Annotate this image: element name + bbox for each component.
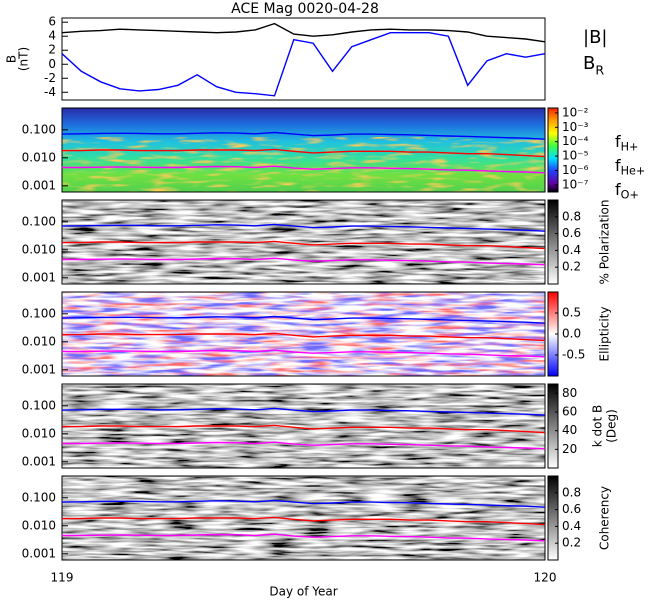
plot-frame xyxy=(61,17,546,101)
colorbar-tick-label: 10⁻⁵ xyxy=(562,149,589,163)
y-tick-label: 0 xyxy=(48,57,56,71)
y-tick-label: 0.001 xyxy=(22,270,56,284)
colorbar-label: (Deg) xyxy=(605,409,619,443)
y-tick-label: 0.001 xyxy=(22,546,56,560)
data-line xyxy=(62,424,546,434)
legend-entry: fH+ xyxy=(615,132,638,154)
y-tick-label: -4 xyxy=(44,85,56,99)
y-tick-label: -2 xyxy=(44,71,56,85)
data-line xyxy=(61,131,546,140)
x-tick-label: 119 xyxy=(51,571,74,585)
data-line xyxy=(61,407,546,416)
spectrogram-image xyxy=(62,137,545,192)
y-tick-label: 0.001 xyxy=(22,178,56,192)
data-line xyxy=(61,223,546,232)
colorbar xyxy=(547,475,559,561)
y-axis-label: (nT) xyxy=(17,47,31,71)
y-axis-label: B xyxy=(5,55,19,63)
y-tick-label: 0.010 xyxy=(22,334,56,348)
data-line xyxy=(62,148,546,158)
legend-entry: fO+ xyxy=(615,180,639,202)
data-line xyxy=(62,533,546,542)
colorbar-tick-label: 0.6 xyxy=(562,226,581,240)
data-line xyxy=(62,516,546,526)
y-tick-label: 0.010 xyxy=(22,426,56,440)
y-tick-label: 2 xyxy=(48,43,56,57)
colorbar xyxy=(547,107,559,193)
colorbar-label: k dot B xyxy=(591,405,605,447)
y-tick-label: 6 xyxy=(48,15,56,29)
colorbar-tick-label: 10⁻³ xyxy=(562,120,589,134)
y-tick-label: 0.001 xyxy=(22,454,56,468)
colorbar-tick-label: 10⁻⁴ xyxy=(562,134,589,148)
colorbar-label: Coherency xyxy=(598,486,612,550)
colorbar-tick-label: 0.8 xyxy=(562,485,581,499)
data-line xyxy=(61,32,546,97)
x-axis-label: Day of Year xyxy=(269,585,337,599)
colorbar-tick-label: 0.2 xyxy=(562,260,581,274)
y-tick-label: 0.100 xyxy=(22,490,56,504)
y-tick-label: 0.010 xyxy=(22,150,56,164)
colorbar-tick-label: 0.0 xyxy=(562,327,581,341)
colorbar-tick-label: 0.4 xyxy=(562,519,581,533)
colorbar-tick-label: 10⁻² xyxy=(562,105,589,119)
data-line xyxy=(61,22,546,43)
legend-entry: |B| xyxy=(583,27,607,48)
x-tick-label: 120 xyxy=(534,571,557,585)
colorbar-tick-label: 80 xyxy=(562,386,577,400)
colorbar-tick-label: 0.4 xyxy=(562,243,581,257)
y-tick-label: 0.100 xyxy=(22,398,56,412)
y-tick-label: 0.010 xyxy=(22,518,56,532)
colorbar-tick-label: 40 xyxy=(562,423,577,437)
legend-entry: fHe+ xyxy=(615,156,645,178)
data-line xyxy=(62,441,546,450)
data-line xyxy=(62,240,546,250)
colorbar-label: Ellipticity xyxy=(598,307,612,362)
legend-entry: BR xyxy=(583,53,604,77)
colorbar-label: % Polarization xyxy=(598,200,612,285)
colorbar-tick-label: 0.6 xyxy=(562,502,581,516)
data-line xyxy=(62,349,546,358)
colorbar-tick-label: 60 xyxy=(562,405,577,419)
y-tick-label: 0.100 xyxy=(22,214,56,228)
data-line xyxy=(61,499,546,508)
y-tick-label: 4 xyxy=(48,29,56,43)
colorbar-tick-label: -0.5 xyxy=(562,348,585,362)
colorbar-tick-label: 0.8 xyxy=(562,209,581,223)
y-tick-label: 0.010 xyxy=(22,242,56,256)
y-tick-label: 0.100 xyxy=(22,122,56,136)
data-line xyxy=(61,315,546,324)
colorbar-tick-label: 0.2 xyxy=(562,536,581,550)
colorbar xyxy=(547,383,559,469)
data-line xyxy=(62,257,546,266)
colorbar-tick-label: 0.5 xyxy=(562,306,581,320)
colorbar xyxy=(547,199,559,285)
colorbar-tick-label: 10⁻⁶ xyxy=(562,163,589,177)
colorbar-tick-label: 10⁻⁷ xyxy=(562,177,589,191)
data-line xyxy=(62,165,546,174)
y-tick-label: 0.001 xyxy=(22,362,56,376)
chart-title: ACE Mag 0020-04-28 xyxy=(231,1,379,17)
data-line xyxy=(62,332,546,342)
y-tick-label: 0.100 xyxy=(22,306,56,320)
colorbar-tick-label: 20 xyxy=(562,442,577,456)
